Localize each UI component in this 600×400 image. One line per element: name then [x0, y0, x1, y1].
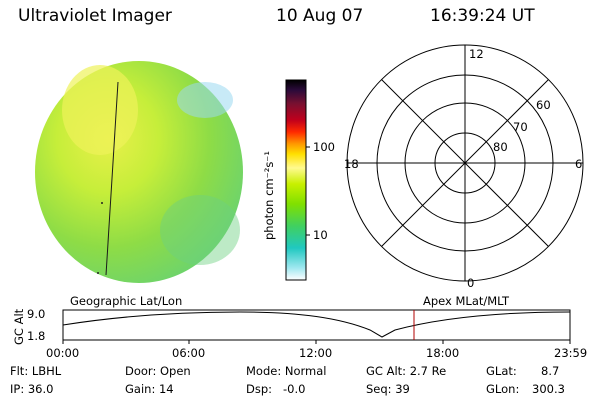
polar-ring-60: 60	[536, 98, 551, 112]
polar-label-6: 6	[575, 157, 583, 171]
altitude-timeline	[62, 309, 571, 344]
timeline-ytick-bottom: 1.8	[27, 329, 46, 343]
info-gc-alt: GC Alt: 2.7 Re	[366, 364, 447, 378]
timeline-xtick: 23:59	[554, 346, 588, 360]
time-label: 16:39:24 UT	[430, 6, 535, 26]
info-glon-label: GLon:	[486, 382, 520, 396]
timeline-ytick-top: 9.0	[27, 307, 46, 321]
polar-ring-80: 80	[493, 140, 508, 154]
info-ip: IP: 36.0	[10, 382, 54, 396]
info-glon-value: 300.3	[532, 382, 565, 396]
timeline-xtick: 12:00	[299, 346, 333, 360]
timeline-xtick: 06:00	[172, 346, 206, 360]
polar-grid	[346, 44, 584, 282]
colorbar-tick-10: 10	[313, 228, 328, 242]
polar-label-0: 0	[467, 276, 475, 290]
terminator-line	[105, 81, 119, 276]
info-dsp: Dsp: -0.0	[246, 382, 306, 396]
timeline-xtick: 00:00	[46, 346, 80, 360]
date-label: 10 Aug 07	[276, 6, 364, 26]
polar-label-12: 12	[469, 47, 484, 61]
polar-label-18: 18	[344, 157, 359, 171]
info-glat-value: 8.7	[541, 364, 560, 378]
timeline-xtick: 18:00	[426, 346, 460, 360]
info-seq: Seq: 39	[366, 382, 410, 396]
uv-image-disk	[35, 61, 243, 283]
timeline-left-caption: Geographic Lat/Lon	[70, 294, 183, 308]
app-title: Ultraviolet Imager	[18, 6, 172, 26]
colorbar-tick-100: 100	[313, 140, 335, 154]
polar-ring-70: 70	[513, 120, 528, 134]
info-door: Door: Open	[125, 364, 191, 378]
timeline-axis-title: GC Alt	[12, 308, 26, 345]
info-glat-label: GLat:	[486, 364, 517, 378]
colorbar	[285, 79, 310, 281]
colorbar-unit-label: photon cm⁻²s⁻¹	[262, 151, 276, 240]
info-filter: Flt: LBHL	[10, 364, 62, 378]
info-mode: Mode: Normal	[246, 364, 327, 378]
timeline-right-caption: Apex MLat/MLT	[423, 294, 510, 308]
info-gain: Gain: 14	[125, 382, 174, 396]
